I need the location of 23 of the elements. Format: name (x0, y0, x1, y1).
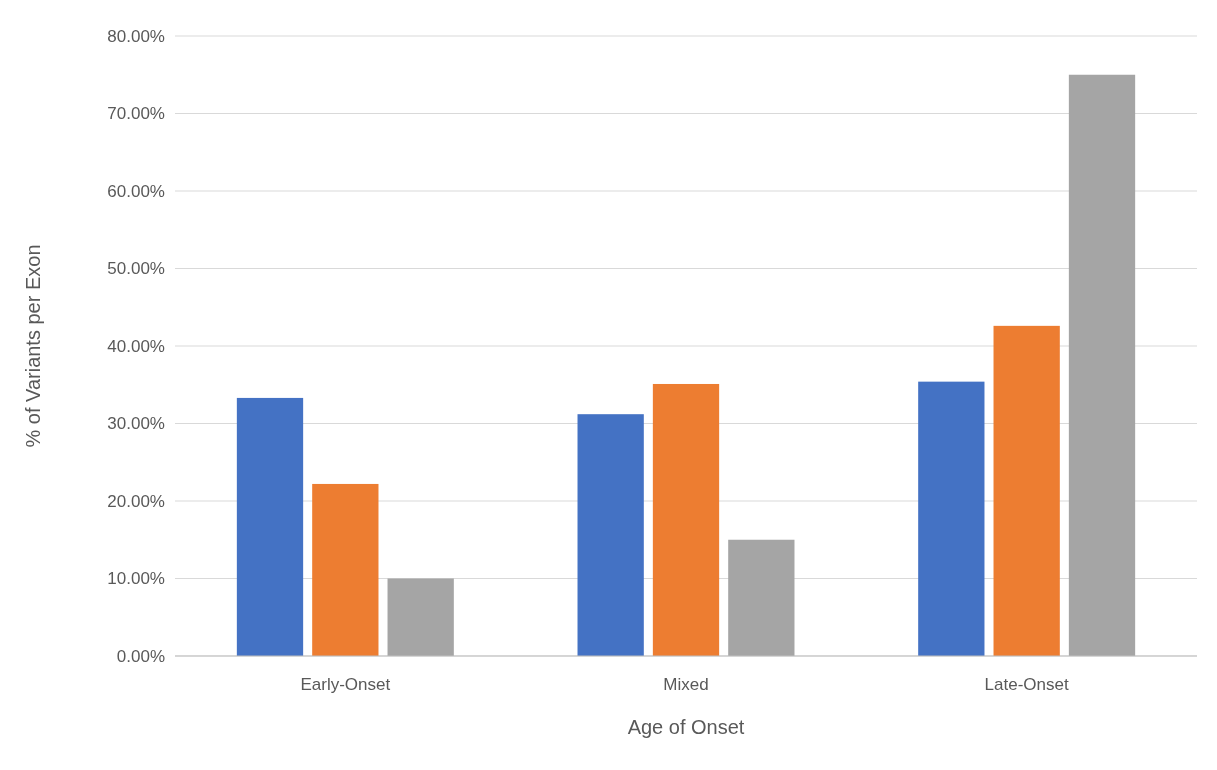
x-tick-label: Late-Onset (984, 675, 1069, 694)
bar (918, 381, 985, 656)
y-tick-label: 80.00% (107, 26, 165, 46)
bar (993, 325, 1060, 656)
x-tick-label: Mixed (663, 675, 709, 694)
y-tick-label: 70.00% (107, 104, 165, 124)
y-tick-label: 0.00% (116, 646, 165, 666)
x-tick-label: Early-Onset (300, 675, 391, 694)
bar (577, 414, 644, 656)
x-axis-title: Age of Onset (627, 716, 745, 738)
y-tick-label: 30.00% (107, 414, 165, 434)
y-tick-label: 40.00% (107, 336, 165, 356)
bar (652, 383, 720, 656)
bar (1068, 74, 1136, 656)
bar (312, 483, 379, 656)
bar (387, 578, 454, 656)
bar (236, 397, 304, 656)
y-tick-label: 20.00% (107, 491, 165, 511)
y-tick-label: 60.00% (107, 181, 165, 201)
bar (728, 539, 795, 656)
y-tick-label: 50.00% (107, 259, 165, 279)
y-axis-title: % of Variants per Exon (22, 244, 44, 448)
y-tick-label: 10.00% (107, 569, 165, 589)
